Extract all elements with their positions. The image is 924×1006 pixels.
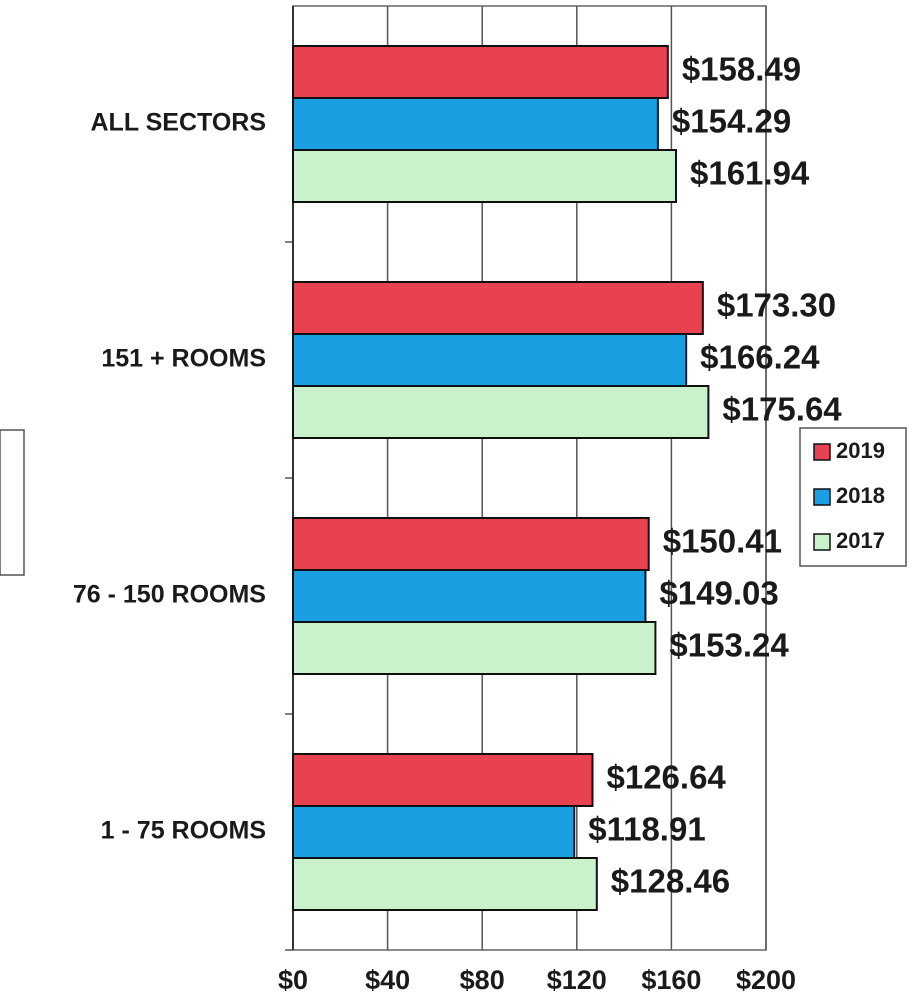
bar [292,805,576,859]
y-tick-label: ALL SECTORS [91,109,267,137]
value-label: $166.24 [700,339,820,376]
y-tick-label: 76 - 150 ROOMS [73,581,266,609]
bar [292,569,647,623]
legend-swatch [813,533,831,551]
value-label: $153.24 [669,627,789,664]
x-tick-label: $0 [278,965,308,995]
bar [292,333,688,387]
value-label: $149.03 [659,575,778,612]
value-label: $175.64 [722,391,842,428]
value-label: $173.30 [717,287,836,324]
bar [292,857,598,911]
legend-label: 2019 [836,438,885,463]
value-label: $154.29 [672,103,791,140]
bar [292,281,704,335]
bar [292,385,710,439]
x-tick-label: $40 [365,965,410,995]
value-label: $150.41 [663,523,782,560]
bar [292,149,677,203]
legend-swatch [813,443,831,461]
bar [292,621,657,675]
y-tick-label: 1 - 75 ROOMS [101,817,266,845]
value-label: $158.49 [682,51,801,88]
value-label: $161.94 [690,155,810,192]
legend-label: 2018 [836,483,885,508]
scan-fragment [0,429,25,576]
value-label: $126.64 [607,759,727,796]
bar [292,97,659,151]
x-tick-label: $160 [641,965,701,995]
x-tick-label: $80 [460,965,505,995]
legend-label: 2017 [836,528,885,553]
x-tick-label: $200 [736,965,796,995]
y-tick-label: 151 + ROOMS [101,345,266,373]
bar [292,517,650,571]
bar [292,753,594,807]
bar [292,45,669,99]
x-tick-label: $120 [547,965,607,995]
legend-swatch [813,488,831,506]
value-label: $128.46 [611,863,730,900]
value-label: $118.91 [588,811,705,848]
